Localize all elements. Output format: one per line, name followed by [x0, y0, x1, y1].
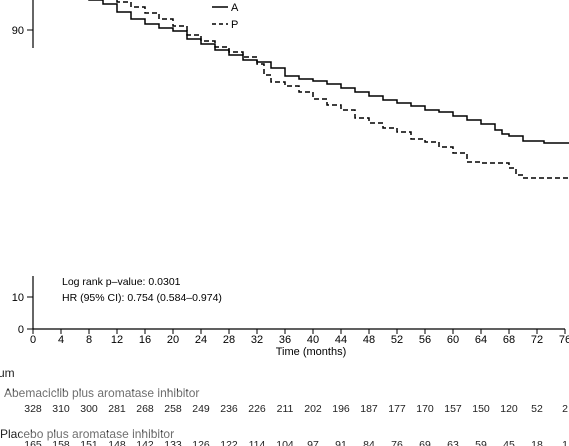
upper-panel: 90 A P: [12, 0, 569, 179]
risk-count: 165: [24, 439, 42, 446]
legend-label-p: P: [231, 19, 238, 31]
x-tick-label-4: 4: [58, 334, 64, 346]
x-axis-title: Time (months): [276, 346, 347, 358]
logrank-annotation: Log rank p–value: 0.0301: [62, 276, 181, 288]
lower-panel: 10 0 0 4 8 12 16 20 24 28 32 36 40 44 48 52 56 60 64 68 72…: [12, 276, 569, 358]
risk-count: 300: [80, 403, 98, 415]
risk-count: 258: [164, 403, 182, 415]
risk-count: 328: [24, 403, 42, 415]
y-tick-label-0: 0: [18, 324, 24, 336]
risk-count: 151: [80, 439, 98, 446]
risk-count: 59: [475, 439, 487, 446]
risk-group-label-placebo-mask: [20, 432, 568, 444]
risk-count: 310: [52, 403, 70, 415]
x-tick-label-16: 16: [139, 334, 151, 346]
risk-count: 76: [391, 439, 403, 446]
x-tick-label-64: 64: [475, 334, 487, 346]
risk-count: 196: [332, 403, 350, 415]
x-tick-label-68: 68: [503, 334, 515, 346]
risk-count: 170: [416, 403, 434, 415]
risk-count: 91: [335, 439, 347, 446]
risk-count: 268: [136, 403, 154, 415]
risk-count: 120: [500, 403, 518, 415]
x-tick-label-24: 24: [195, 334, 207, 346]
risk-count: 104: [276, 439, 294, 446]
x-tick-label-28: 28: [223, 334, 235, 346]
risk-count: 157: [444, 403, 462, 415]
risk-table: um Abemaciclib plus aromatase inhibitor …: [0, 366, 568, 446]
x-tick-label-0: 0: [30, 334, 36, 346]
series-layer: [88, 0, 569, 179]
x-tick-label-36: 36: [279, 334, 291, 346]
x-tick-label-8: 8: [86, 334, 92, 346]
risk-count: 1: [562, 439, 568, 446]
risk-count: 122: [220, 439, 238, 446]
risk-count: 2: [562, 403, 568, 415]
x-tick-label-60: 60: [447, 334, 459, 346]
x-tick-label-20: 20: [167, 334, 179, 346]
risk-count: 63: [447, 439, 459, 446]
x-tick-label-76: 76: [559, 334, 569, 346]
series-line-p: [116, 0, 569, 179]
risk-count: 187: [360, 403, 378, 415]
legend: A P: [212, 0, 568, 31]
risk-group-label-placebo: Placebo plus aromatase inhibitor: [0, 427, 174, 441]
x-tick-label-44: 44: [335, 334, 347, 346]
x-tick-label-52: 52: [391, 334, 403, 346]
risk-count: 84: [363, 439, 375, 446]
legend-label-a: A: [231, 2, 239, 14]
risk-group-label-abemaciclib-mask: [4, 391, 564, 403]
risk-count: 148: [108, 439, 126, 446]
risk-count: 158: [52, 439, 70, 446]
series-line-a: [88, 0, 569, 144]
risk-row-placebo: 165 158 151 148 142 133 126 122 114 104 97 91 84 76 69…: [24, 439, 568, 446]
risk-count: 97: [307, 439, 319, 446]
risk-row-abemaciclib: 328 310 300 281 268 258 249 236 226 211 202 196 187 1…: [24, 403, 568, 415]
risk-table-header: um: [0, 366, 15, 380]
risk-count: 150: [472, 403, 490, 415]
risk-count: 202: [304, 403, 322, 415]
risk-count: 142: [136, 439, 154, 446]
risk-count: 69: [419, 439, 431, 446]
y-tick-label-90: 90: [12, 25, 24, 37]
risk-count: 133: [164, 439, 182, 446]
risk-count: 45: [503, 439, 515, 446]
risk-count: 18: [531, 439, 543, 446]
x-tick-label-48: 48: [363, 334, 375, 346]
risk-count: 281: [108, 403, 126, 415]
x-tick-label-56: 56: [419, 334, 431, 346]
risk-count: 114: [249, 439, 266, 446]
x-tick-label-40: 40: [307, 334, 319, 346]
x-tick-label-32: 32: [251, 334, 263, 346]
risk-count: 236: [220, 403, 238, 415]
risk-group-label-abemaciclib: Abemaciclib plus aromatase inhibitor: [4, 386, 199, 400]
risk-count: 126: [192, 439, 210, 446]
x-tick-label-72: 72: [531, 334, 543, 346]
x-ticks: 0 4 8 12 16 20 24 28 32 36 40 44 48 52 56 60 64 68 72 76: [30, 329, 569, 346]
risk-count: 177: [388, 403, 406, 415]
risk-count: 226: [248, 403, 266, 415]
hr-annotation: HR (95% CI): 0.754 (0.584–0.974): [62, 292, 222, 304]
x-tick-label-12: 12: [111, 334, 123, 346]
risk-count: 52: [531, 403, 543, 415]
legend-label-a-mask: [230, 0, 568, 12]
y-tick-label-10: 10: [12, 292, 24, 304]
risk-count: 211: [277, 403, 294, 415]
risk-count: 249: [192, 403, 210, 415]
